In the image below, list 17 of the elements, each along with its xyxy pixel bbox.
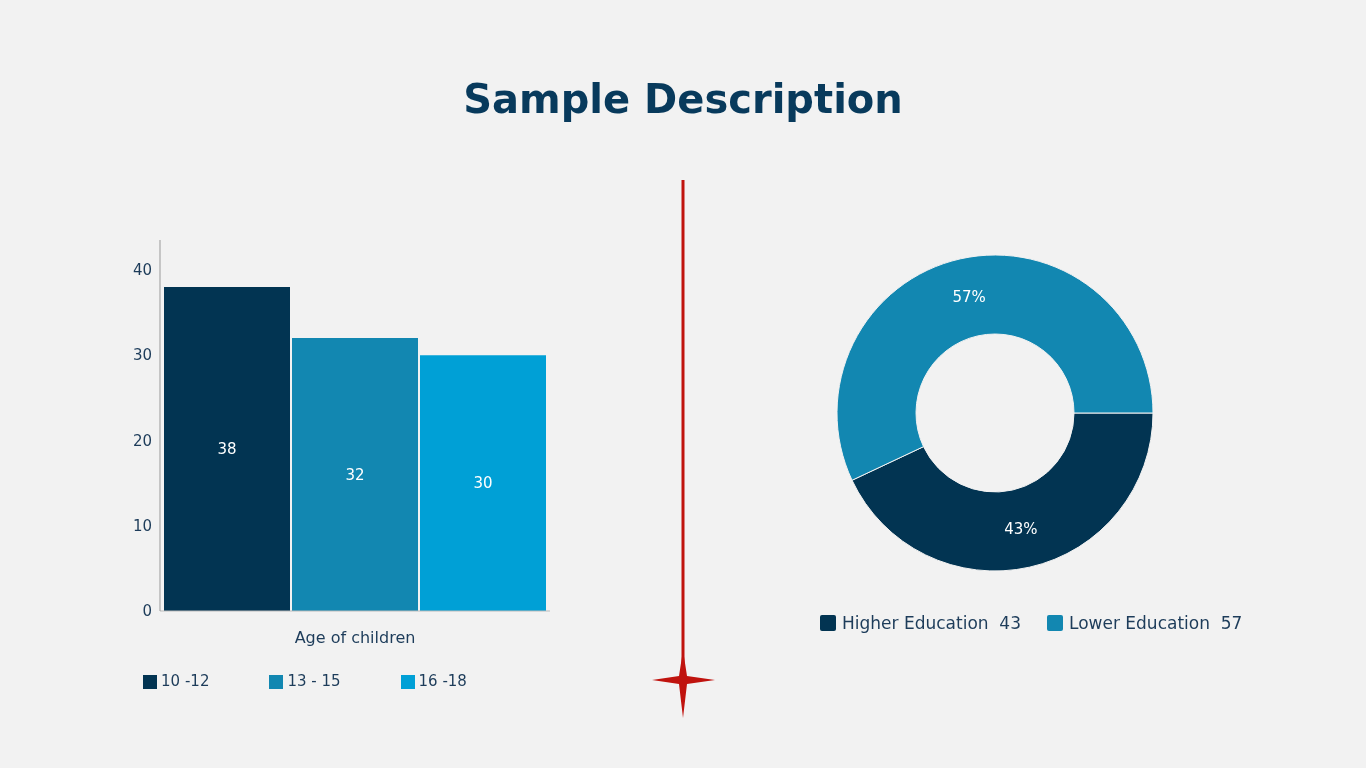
y-tick-label: 10 bbox=[132, 517, 152, 536]
text: Sample Description bbox=[462, 76, 904, 122]
legend-label: 10 -12 bbox=[161, 672, 210, 690]
legend-label: Lower Education 57 bbox=[1069, 613, 1243, 633]
data-label: 30 bbox=[473, 474, 493, 493]
y-tick-label: 30 bbox=[132, 346, 152, 365]
data-label: 38 bbox=[217, 440, 237, 459]
y-tick-label: 40 bbox=[132, 261, 152, 280]
legend-label: 13 - 15 bbox=[287, 672, 341, 690]
data-label: 32 bbox=[345, 465, 365, 484]
y-tick-label: 20 bbox=[132, 431, 152, 450]
legend-label: Higher Education 43 bbox=[842, 613, 1021, 633]
y-tick-label: 0 bbox=[142, 602, 152, 621]
data-label: 43% bbox=[1004, 519, 1038, 538]
data-label: 57% bbox=[952, 288, 986, 307]
legend-label: 16 -18 bbox=[418, 672, 467, 690]
x-axis-title: Age of children bbox=[294, 628, 416, 647]
